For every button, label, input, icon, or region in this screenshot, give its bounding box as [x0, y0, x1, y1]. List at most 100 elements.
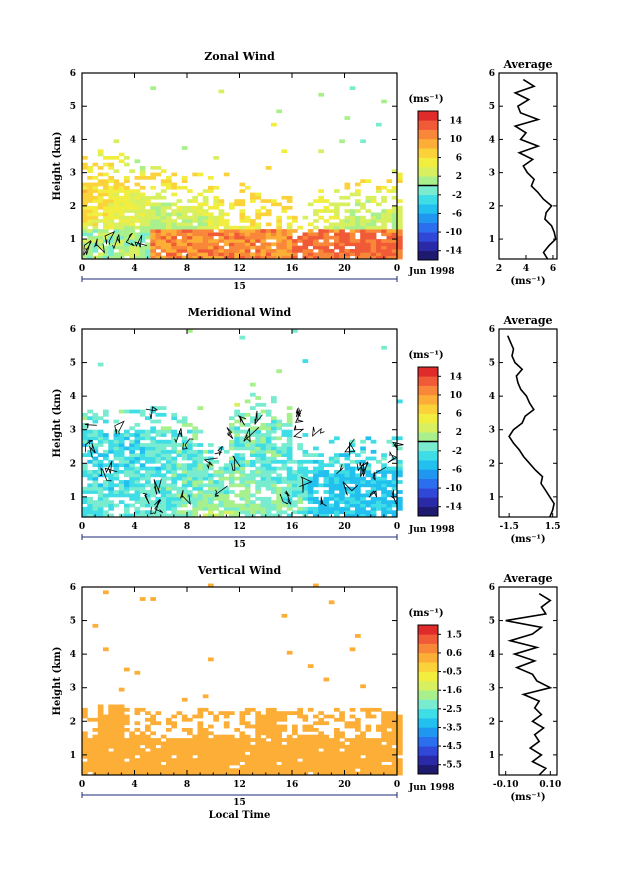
- heatmap-cell: [244, 707, 251, 712]
- heatmap-cell: [323, 473, 330, 478]
- heatmap-cell: [176, 490, 183, 494]
- heatmap-cell: [234, 761, 240, 766]
- heatmap-cell: [250, 192, 256, 197]
- heatmap-cell: [355, 222, 361, 227]
- contour-line: [360, 461, 369, 477]
- heatmap-cell: [181, 249, 188, 253]
- contour-line: [284, 490, 292, 505]
- heatmap-cell: [150, 597, 156, 601]
- heatmap-cell: [276, 480, 282, 484]
- heatmap-cell: [87, 496, 93, 501]
- heatmap-cell: [334, 761, 340, 766]
- heatmap-cell: [103, 768, 109, 773]
- heatmap-cell: [82, 166, 88, 170]
- heatmap-cell: [150, 255, 156, 260]
- heatmap-cell: [160, 406, 167, 410]
- heatmap-cell: [297, 480, 303, 484]
- heatmap-cell: [213, 761, 219, 766]
- heatmap-cell: [260, 463, 267, 468]
- heatmap-cell: [334, 764, 340, 769]
- heatmap-cell: [313, 219, 319, 223]
- heatmap-cell: [292, 470, 298, 474]
- heatmap-cell: [176, 249, 183, 253]
- heatmap-cell: [92, 245, 99, 250]
- heatmap-cell: [113, 419, 120, 424]
- heatmap-cell: [197, 242, 204, 247]
- heatmap-cell: [370, 490, 377, 494]
- heatmap-cell: [139, 597, 146, 601]
- heatmap-cell: [286, 486, 293, 491]
- heatmap-cell: [213, 751, 219, 756]
- heatmap-cell: [328, 738, 335, 742]
- contour-line: [174, 428, 183, 444]
- heatmap-cell: [187, 252, 193, 257]
- date-label: Jun 1998: [408, 267, 455, 277]
- heatmap-cell: [381, 724, 387, 729]
- heatmap-cell: [129, 209, 135, 213]
- heatmap-cell: [97, 490, 104, 494]
- colorbar-swatch: [418, 204, 438, 214]
- heatmap-cell: [92, 446, 99, 451]
- profile-line: [506, 335, 555, 518]
- colorbar-tick-label: 10: [449, 391, 462, 401]
- heatmap-cell: [208, 225, 214, 230]
- heatmap-cell: [334, 754, 340, 759]
- heatmap-cell: [260, 473, 267, 478]
- heatmap-cell: [360, 459, 366, 464]
- heatmap-cell: [360, 761, 366, 766]
- heatmap-cell: [397, 245, 403, 250]
- heatmap-cell: [365, 225, 372, 230]
- heatmap-cell: [244, 711, 251, 715]
- heatmap-cell: [365, 707, 372, 712]
- heatmap-cell: [197, 496, 204, 501]
- heatmap-cell: [260, 239, 267, 243]
- heatmap-cell: [397, 232, 403, 237]
- heatmap-cell: [82, 500, 88, 504]
- heatmap-cell: [281, 453, 288, 457]
- heatmap-cell: [181, 423, 188, 427]
- heatmap-cell: [124, 429, 130, 434]
- heatmap-cell: [286, 222, 293, 227]
- heatmap-cell: [391, 480, 398, 484]
- heatmap-cell: [376, 225, 382, 230]
- heatmap-cell: [103, 252, 109, 257]
- heatmap-cell: [103, 229, 109, 233]
- heatmap-cell: [255, 436, 261, 441]
- heatmap-cell: [223, 232, 230, 237]
- heatmap-cell: [281, 744, 288, 749]
- heatmap-cell: [82, 182, 88, 187]
- heatmap-cell: [265, 707, 272, 712]
- heatmap-cell: [360, 764, 366, 769]
- heatmap-cell: [166, 182, 172, 187]
- heatmap-cell: [181, 486, 188, 491]
- heatmap-cell: [213, 714, 219, 719]
- heatmap-cell: [150, 503, 156, 508]
- heatmap-cell: [349, 459, 356, 464]
- heatmap-cell: [286, 195, 293, 200]
- heatmap-cell: [160, 182, 167, 187]
- heatmap-cell: [255, 232, 261, 237]
- heatmap-cell: [286, 771, 293, 776]
- heatmap-cell: [344, 466, 351, 471]
- heatmap-cell: [344, 761, 351, 766]
- heatmap-cell: [92, 748, 99, 752]
- heatmap-cell: [381, 711, 387, 715]
- heatmap-cell: [139, 172, 146, 177]
- heatmap-cell: [103, 202, 109, 207]
- heatmap-cell: [229, 758, 235, 762]
- heatmap-cell: [302, 252, 309, 257]
- heatmap-cell: [118, 449, 125, 454]
- heatmap-cell: [265, 439, 272, 444]
- heatmap-cell: [355, 503, 361, 508]
- heatmap-cell: [208, 456, 214, 461]
- heatmap-cell: [208, 583, 214, 588]
- heatmap-cell: [139, 456, 146, 461]
- heatmap-cell: [286, 490, 293, 494]
- heatmap-cell: [92, 219, 99, 223]
- heatmap-cell: [223, 490, 230, 494]
- heatmap-cell: [265, 724, 272, 729]
- heatmap-cell: [124, 503, 130, 508]
- heatmap-cell: [118, 209, 125, 213]
